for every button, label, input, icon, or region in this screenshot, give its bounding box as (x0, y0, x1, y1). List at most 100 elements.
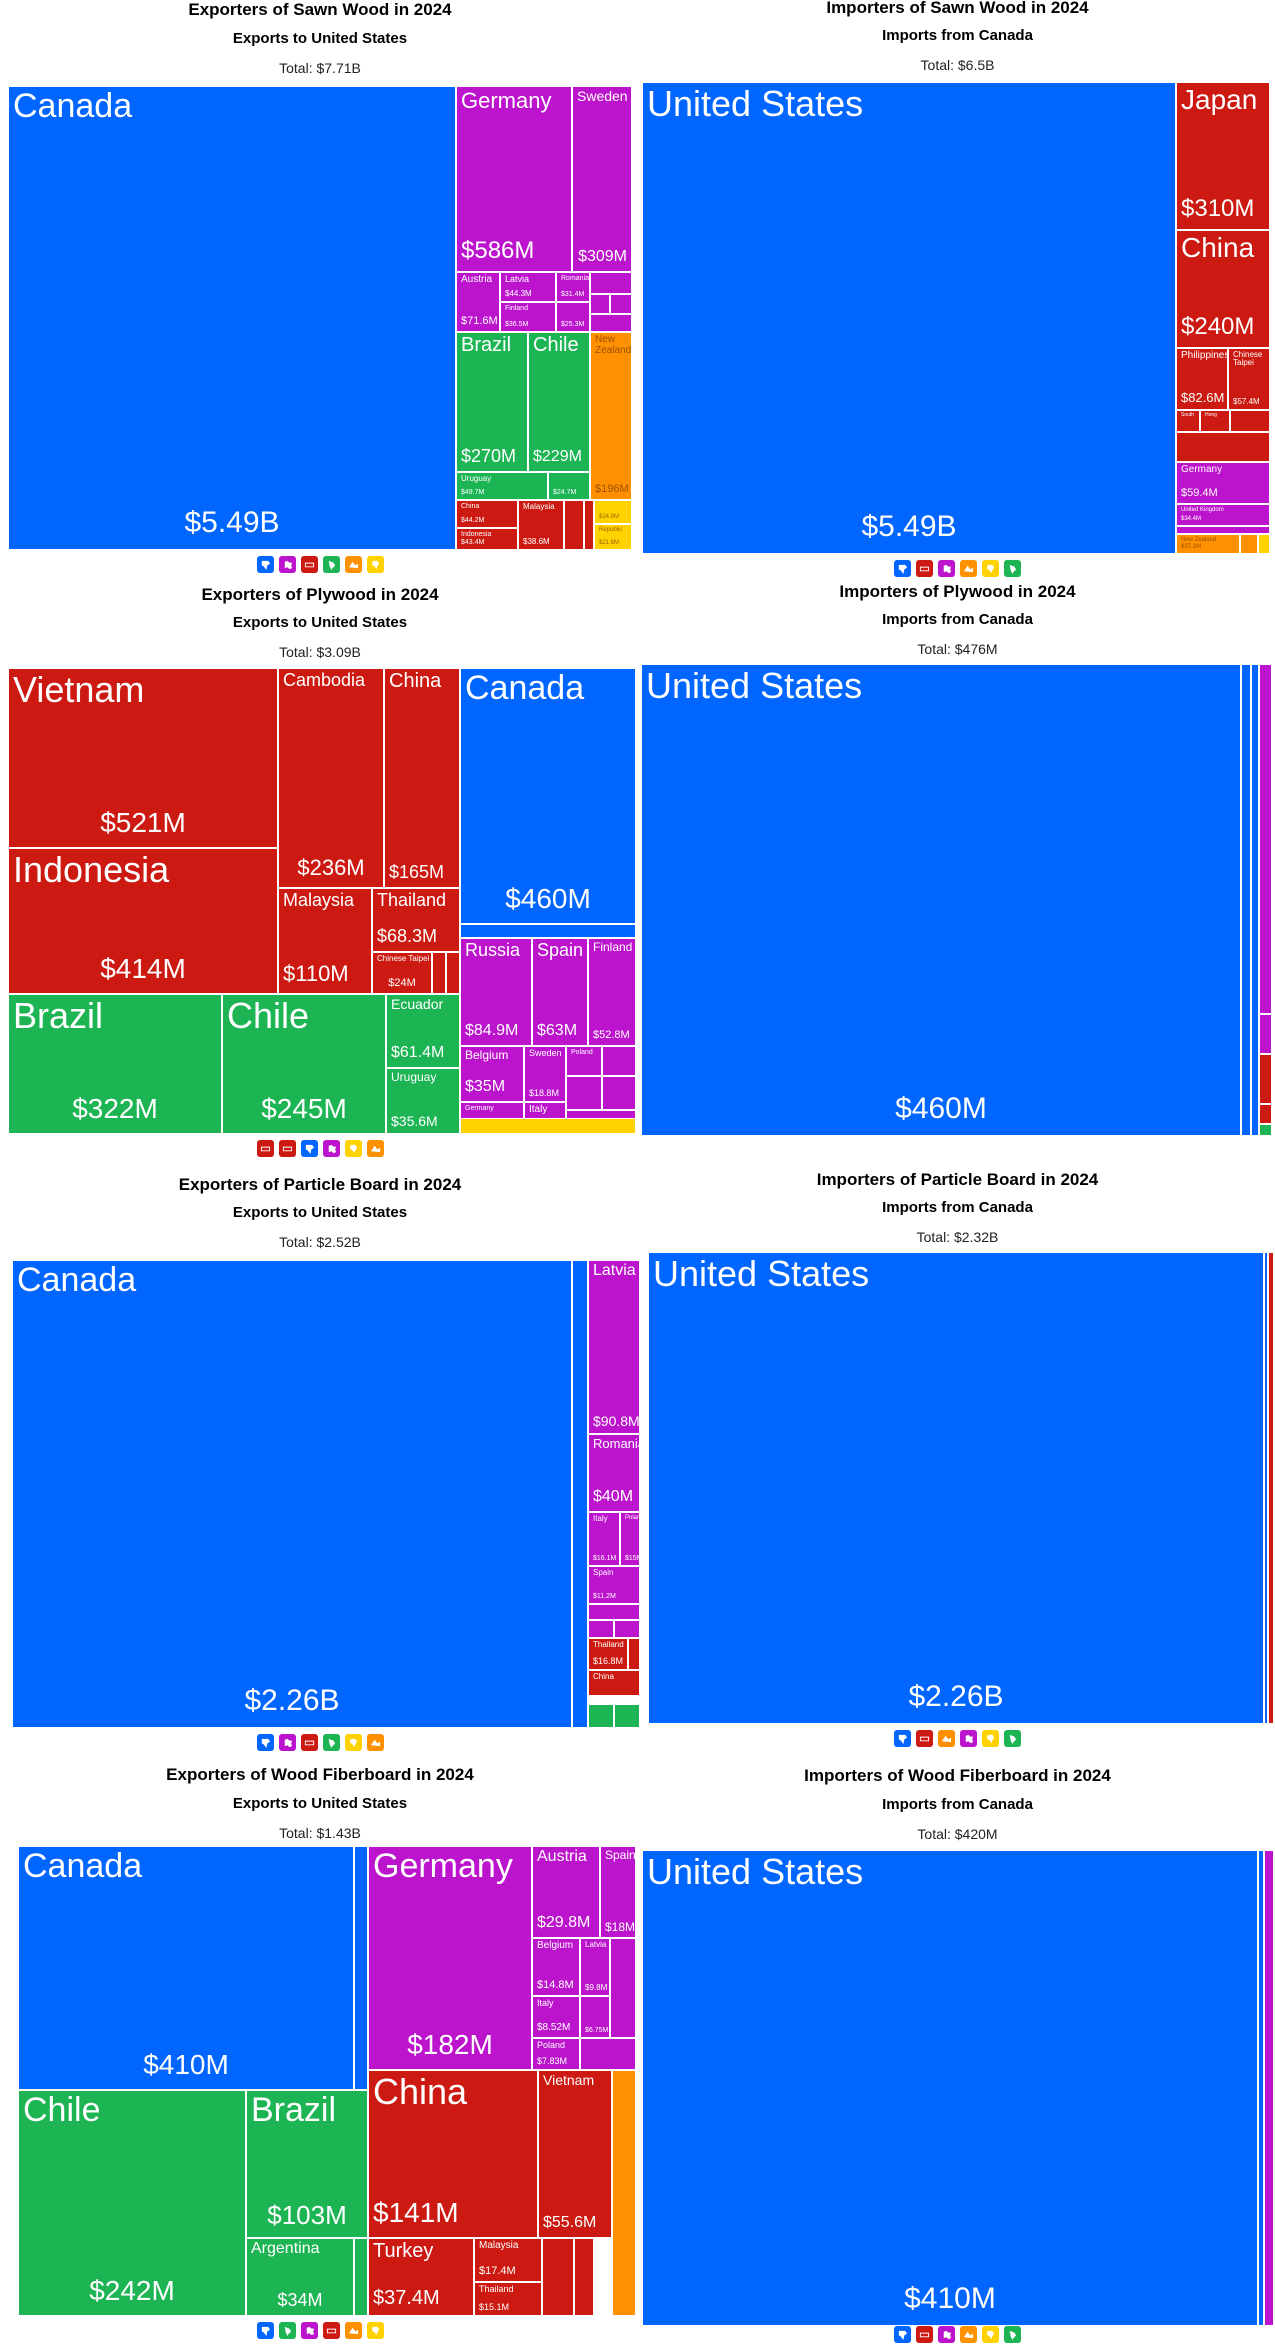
asia-icon[interactable] (916, 1730, 933, 1747)
treemap-cell-minor[interactable] (584, 500, 594, 550)
treemap-cell[interactable]: Chile $245M (222, 994, 386, 1134)
europe-icon[interactable] (938, 560, 955, 577)
treemap-cell[interactable]: Uruguay $35.6M (386, 1068, 460, 1134)
europe-icon[interactable] (322, 1140, 340, 1157)
treemap-cell-minor[interactable] (602, 1046, 636, 1076)
treemap-cell[interactable]: Malaysia $110M (278, 888, 372, 994)
treemap-cell[interactable]: Thailand $15.1M (474, 2282, 542, 2316)
treemap-cell[interactable]: China $240M (1176, 230, 1270, 348)
treemap-cell[interactable]: Vietnam $55.6M (538, 2070, 612, 2238)
treemap-cell-minor[interactable] (1251, 664, 1259, 1136)
north-america-icon[interactable] (894, 560, 911, 577)
africa-icon[interactable] (366, 556, 384, 573)
south-america-icon[interactable] (1004, 560, 1021, 577)
treemap-cell-minor[interactable] (446, 952, 460, 994)
treemap-cell[interactable]: Sweden $18.8M (524, 1046, 566, 1102)
africa-icon[interactable] (366, 2322, 384, 2339)
europe-icon[interactable] (960, 1730, 977, 1747)
treemap-cell-minor[interactable] (614, 1620, 640, 1638)
treemap-cell[interactable]: United States $410M (642, 1850, 1258, 2326)
treemap-cell-minor[interactable] (460, 1118, 636, 1134)
treemap-cell[interactable]: Austria $71.6M (456, 272, 500, 332)
oceania-icon[interactable] (366, 1734, 384, 1751)
oceania-icon[interactable] (344, 556, 362, 573)
treemap-cell[interactable]: Poland (566, 1046, 602, 1076)
treemap-cell[interactable]: Spain $18M (600, 1846, 636, 1938)
treemap-cell-minor[interactable] (542, 2238, 574, 2316)
treemap-cell[interactable]: Austria $29.8M (532, 1846, 600, 1938)
treemap-cell-minor[interactable] (1259, 1014, 1272, 1054)
africa-icon[interactable] (982, 2326, 999, 2343)
treemap-cell-minor[interactable] (1259, 1124, 1272, 1136)
treemap-cell-minor[interactable] (612, 2070, 636, 2316)
oceania-icon[interactable] (938, 1730, 955, 1747)
treemap-cell[interactable]: Cambodia $236M (278, 668, 384, 888)
treemap-cell-minor[interactable] (590, 314, 632, 332)
asia-icon[interactable] (278, 1140, 296, 1157)
north-america-icon[interactable] (256, 1734, 274, 1751)
treemap-cell[interactable]: Spain $63M (532, 938, 588, 1046)
treemap-cell[interactable]: Canada $410M (18, 1846, 354, 2090)
asia-icon[interactable] (916, 560, 933, 577)
treemap-cell-minor[interactable] (1258, 534, 1270, 554)
south-america-icon[interactable] (1004, 2326, 1021, 2343)
treemap-cell[interactable]: Poland $7.83M (532, 2038, 580, 2070)
treemap-cell-minor[interactable] (1230, 410, 1270, 432)
treemap-cell-minor[interactable] (1258, 1850, 1264, 2326)
treemap-cell[interactable]: Romania $40M (588, 1434, 640, 1512)
europe-icon[interactable] (278, 1734, 296, 1751)
treemap-cell[interactable]: Romania $31.4M (556, 272, 590, 302)
south-america-icon[interactable] (278, 2322, 296, 2339)
treemap-cell[interactable]: Uruguay $49.7M (456, 472, 548, 500)
treemap-cell[interactable]: Malaysia $38.6M (518, 500, 564, 550)
treemap-cell-minor[interactable] (1259, 1054, 1272, 1104)
treemap-cell-minor[interactable] (432, 952, 446, 994)
treemap-cell[interactable]: New Zealand $196M (590, 332, 632, 500)
treemap-cell[interactable]: Poland $15M (620, 1512, 640, 1566)
treemap-cell[interactable]: Finland $52.8M (588, 938, 636, 1046)
treemap-cell-minor[interactable] (574, 2238, 594, 2316)
treemap-cell[interactable]: Indonesia $414M (8, 848, 278, 994)
treemap-cell[interactable]: United States $2.26B (648, 1252, 1264, 1724)
treemap-cell[interactable]: Argentina $34M (246, 2238, 354, 2316)
treemap-cell-minor[interactable] (1240, 534, 1258, 554)
treemap-cell[interactable]: Canada $5.49B (8, 86, 456, 550)
treemap-cell-minor[interactable] (572, 1260, 588, 1728)
treemap-cell[interactable]: China (588, 1670, 640, 1696)
north-america-icon[interactable] (256, 2322, 274, 2339)
treemap-cell[interactable]: Latvia $9.8M (580, 1938, 610, 1996)
treemap-cell-minor[interactable] (354, 2238, 368, 2316)
treemap-cell-minor[interactable] (1264, 1850, 1274, 2326)
treemap-cell-minor[interactable] (628, 1638, 640, 1670)
treemap-cell[interactable]: $24.8M (594, 500, 632, 524)
treemap-cell[interactable]: Germany $182M (368, 1846, 532, 2070)
europe-icon[interactable] (278, 556, 296, 573)
treemap-cell-minor[interactable] (1259, 1104, 1272, 1124)
treemap-cell-minor[interactable] (580, 2038, 636, 2070)
treemap-cell[interactable]: China $165M (384, 668, 460, 888)
treemap-cell-minor[interactable] (602, 1076, 636, 1110)
treemap-cell[interactable]: South (1176, 410, 1200, 432)
asia-icon[interactable] (300, 556, 318, 573)
treemap-cell[interactable]: Brazil $103M (246, 2090, 368, 2238)
treemap-cell[interactable]: Sweden $309M (572, 86, 632, 272)
treemap-cell[interactable]: Italy $16.1M (588, 1512, 620, 1566)
treemap-cell[interactable]: Ecuador $61.4M (386, 994, 460, 1068)
treemap-cell[interactable]: United States $5.49B (642, 82, 1176, 554)
treemap-cell-minor[interactable] (590, 272, 632, 294)
treemap-cell[interactable]: Hong (1200, 410, 1230, 432)
treemap-cell-minor[interactable] (588, 1620, 614, 1638)
europe-icon[interactable] (300, 2322, 318, 2339)
treemap-cell-minor[interactable] (564, 500, 584, 550)
africa-icon[interactable] (344, 1140, 362, 1157)
treemap-cell-minor[interactable] (1241, 664, 1251, 1136)
treemap-cell[interactable]: Thailand $68.3M (372, 888, 460, 952)
treemap-cell[interactable]: Latvia $44.3M (500, 272, 556, 302)
asia-icon[interactable] (322, 2322, 340, 2339)
treemap-cell-minor[interactable] (614, 1704, 640, 1728)
treemap-cell[interactable]: Latvia $90.8M (588, 1260, 640, 1434)
treemap-cell[interactable]: Canada $460M (460, 668, 636, 924)
treemap-cell[interactable]: Finland $36.5M (500, 302, 556, 332)
treemap-cell[interactable]: $6.75M (580, 1996, 610, 2038)
treemap-cell[interactable]: Belgium $35M (460, 1046, 524, 1102)
